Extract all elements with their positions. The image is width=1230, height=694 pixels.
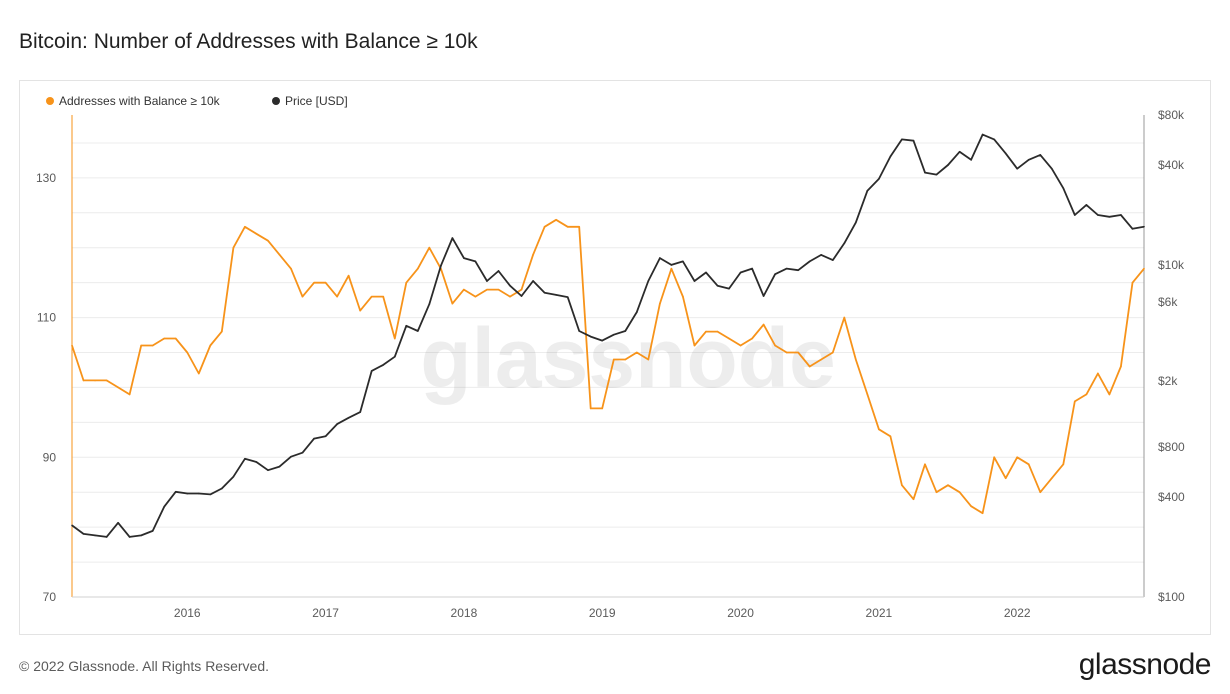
price-series bbox=[71, 133, 1145, 538]
legend: Addresses with Balance ≥ 10k Price [USD] bbox=[46, 94, 348, 108]
x-tick-label: 2021 bbox=[866, 606, 893, 620]
y-left-tick-label: 130 bbox=[36, 171, 56, 185]
legend-label: Price [USD] bbox=[285, 94, 348, 108]
series-line bbox=[71, 133, 1145, 538]
legend-marker bbox=[46, 97, 54, 105]
y-right-tick-label: $10k bbox=[1158, 258, 1185, 272]
x-tick-label: 2019 bbox=[589, 606, 616, 620]
x-tick-label: 2020 bbox=[727, 606, 754, 620]
page-title: Bitcoin: Number of Addresses with Balanc… bbox=[19, 30, 478, 53]
glassnode-logo[interactable]: glassnode bbox=[1078, 648, 1212, 681]
chart-svg: 70 90 110 130 $100 $400 $800 $2k $6k $10k $40k $80k… bbox=[36, 94, 1185, 620]
series-line bbox=[71, 218, 1145, 515]
legend-marker bbox=[272, 97, 280, 105]
y-left-tick-label: 90 bbox=[43, 450, 57, 464]
x-tick-label: 2017 bbox=[312, 606, 339, 620]
y-right-tick-label: $800 bbox=[1158, 440, 1185, 454]
y-left-tick-label: 110 bbox=[37, 311, 56, 325]
chart-container: 70 90 110 130 $100 $400 $800 $2k $6k $10k $40k $80k… bbox=[19, 80, 1211, 635]
y-right-tick-label: $40k bbox=[1158, 158, 1185, 172]
x-tick-label: 2022 bbox=[1004, 606, 1031, 620]
y-right-tick-label: $2k bbox=[1158, 374, 1178, 388]
y-right-tick-label: $100 bbox=[1158, 590, 1185, 604]
addresses-series bbox=[71, 218, 1145, 515]
x-tick-label: 2018 bbox=[451, 606, 478, 620]
y-left-tick-label: 70 bbox=[43, 590, 57, 604]
copyright-text: © 2022 Glassnode. All Rights Reserved. bbox=[19, 658, 270, 674]
y-right-tick-label: $6k bbox=[1158, 295, 1178, 309]
y-right-tick-label: $400 bbox=[1158, 490, 1185, 504]
legend-label: Addresses with Balance ≥ 10k bbox=[59, 94, 221, 108]
y-right-tick-label: $80k bbox=[1158, 108, 1185, 122]
x-tick-label: 2016 bbox=[174, 606, 201, 620]
